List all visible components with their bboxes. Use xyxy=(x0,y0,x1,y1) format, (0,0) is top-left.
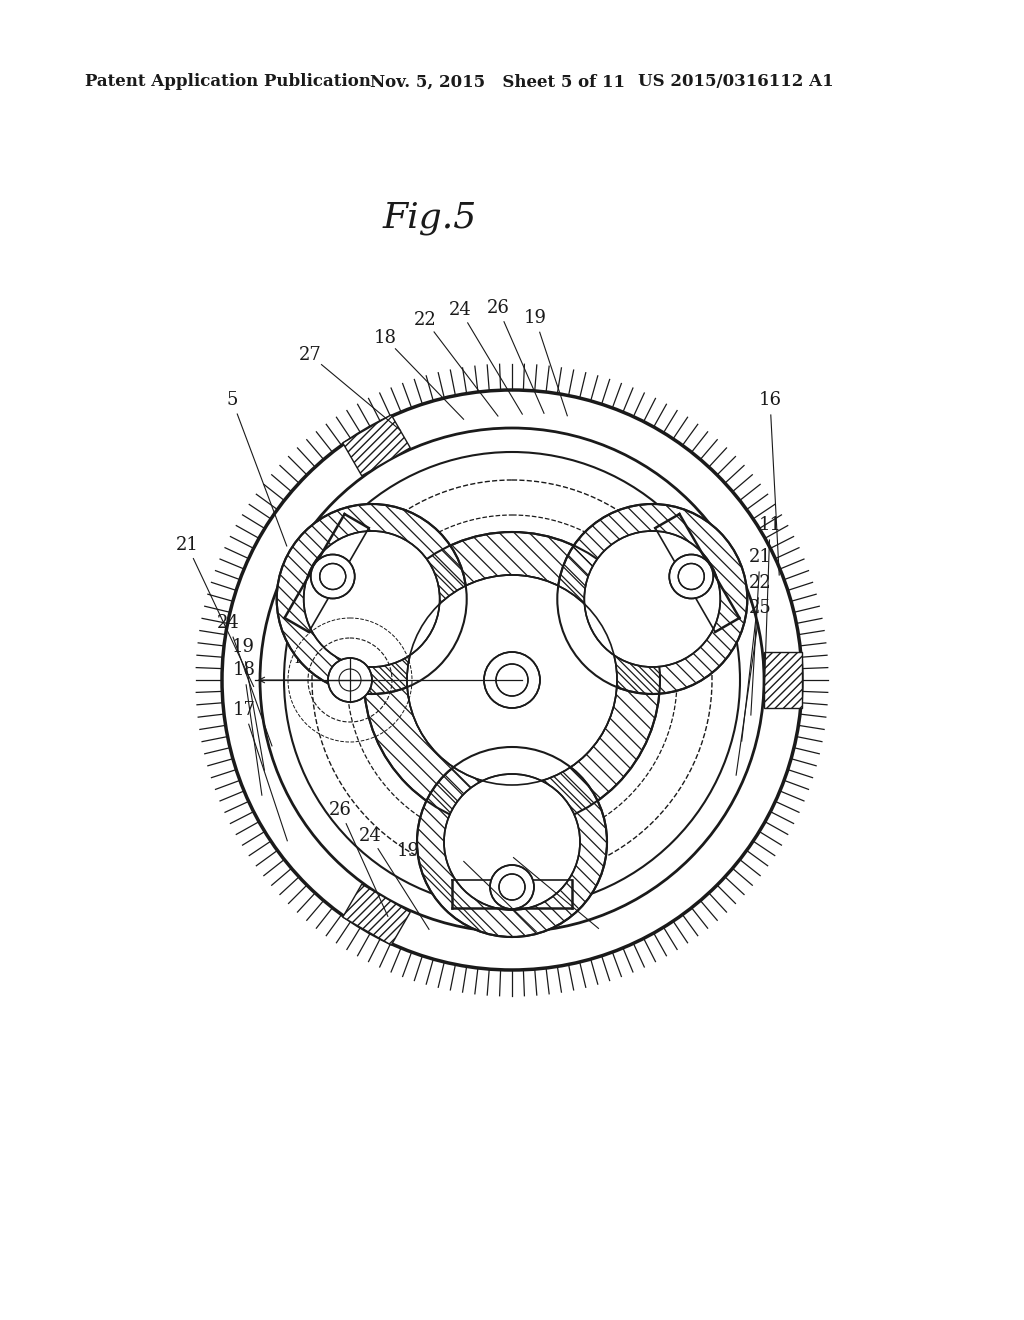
Circle shape xyxy=(304,531,439,667)
Circle shape xyxy=(310,554,354,598)
Circle shape xyxy=(444,774,580,909)
Text: 21: 21 xyxy=(749,548,771,566)
Text: 25: 25 xyxy=(749,599,771,616)
Circle shape xyxy=(490,865,534,909)
Polygon shape xyxy=(764,652,802,708)
Text: US 2015/0316112 A1: US 2015/0316112 A1 xyxy=(638,74,834,91)
Text: 24: 24 xyxy=(217,614,240,632)
Text: 27: 27 xyxy=(299,346,322,364)
Circle shape xyxy=(499,874,525,900)
Text: 18: 18 xyxy=(374,329,396,347)
Text: 18: 18 xyxy=(490,840,513,857)
Text: 22: 22 xyxy=(441,842,464,861)
Text: Nov. 5, 2015   Sheet 5 of 11: Nov. 5, 2015 Sheet 5 of 11 xyxy=(370,74,625,91)
Text: 19: 19 xyxy=(523,309,547,327)
Text: R₁: R₁ xyxy=(380,652,396,667)
Circle shape xyxy=(407,576,617,785)
Text: 22: 22 xyxy=(414,312,436,329)
Text: 19: 19 xyxy=(231,638,255,656)
Text: 11: 11 xyxy=(759,516,781,535)
Polygon shape xyxy=(343,884,411,945)
Text: 21: 21 xyxy=(175,536,199,554)
Circle shape xyxy=(407,576,617,785)
Circle shape xyxy=(557,504,748,694)
Circle shape xyxy=(364,532,660,828)
Text: 22: 22 xyxy=(749,574,771,591)
Text: 24: 24 xyxy=(449,301,471,319)
Text: 16: 16 xyxy=(759,391,781,409)
Circle shape xyxy=(484,652,540,708)
Text: 26: 26 xyxy=(329,801,351,818)
Text: 17: 17 xyxy=(232,701,255,719)
Circle shape xyxy=(585,531,720,667)
Text: 26: 26 xyxy=(486,300,509,317)
Circle shape xyxy=(319,564,346,590)
Text: Fig.5: Fig.5 xyxy=(383,201,477,235)
Text: Patent Application Publication: Patent Application Publication xyxy=(85,74,371,91)
Circle shape xyxy=(276,504,467,694)
Text: R₂: R₂ xyxy=(294,652,310,667)
Circle shape xyxy=(670,554,714,598)
Circle shape xyxy=(496,664,528,696)
Circle shape xyxy=(328,657,372,702)
Polygon shape xyxy=(343,414,411,475)
Text: 24: 24 xyxy=(358,828,381,845)
Text: 18: 18 xyxy=(232,661,256,678)
Text: 19: 19 xyxy=(396,842,420,861)
Circle shape xyxy=(417,747,607,937)
Circle shape xyxy=(678,564,705,590)
Text: 5: 5 xyxy=(226,391,238,409)
